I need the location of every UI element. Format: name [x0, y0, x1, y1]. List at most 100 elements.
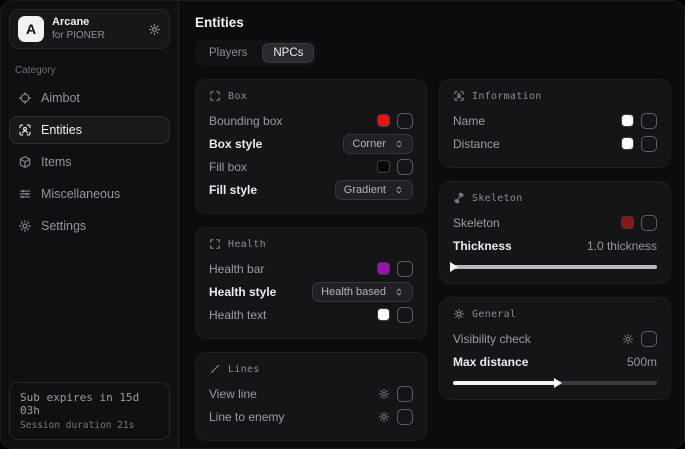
row-label: Skeleton	[453, 215, 500, 230]
fill-style-dropdown[interactable]: Gradient	[334, 179, 413, 200]
logo-letter: A	[25, 21, 37, 38]
fill-style-row: Fill style Gradient	[209, 178, 413, 201]
card-title: Box	[228, 90, 247, 102]
package-icon	[18, 155, 32, 169]
name-checkbox[interactable]	[641, 112, 657, 129]
row-label: Distance	[453, 136, 500, 151]
person-scan-icon	[453, 90, 465, 102]
row-label: Health text	[209, 307, 267, 322]
row-label: Visibility check	[453, 331, 531, 346]
bone-icon	[453, 192, 465, 204]
fill-box-checkbox[interactable]	[397, 158, 413, 175]
health-text-row: Health text	[209, 303, 413, 326]
color-swatch[interactable]	[621, 216, 634, 229]
gear-icon[interactable]	[378, 388, 390, 400]
sidebar-nav: Aimbot Entities Items Miscellaneous Sett…	[9, 84, 170, 240]
bounding-box-row: Bounding box	[209, 109, 413, 132]
health-card: Health Health bar Health style Health ba…	[195, 227, 427, 339]
slider-fill	[453, 378, 563, 388]
skeleton-card: Skeleton Skeleton Thickness 1.0 thicknes…	[439, 181, 671, 284]
bounding-box-checkbox[interactable]	[397, 112, 413, 129]
visibility-check-checkbox[interactable]	[641, 330, 657, 347]
general-card: General Visibility check Max distance 50…	[439, 297, 671, 400]
chevron-up-down-icon	[394, 139, 404, 149]
row-label: View line	[209, 386, 257, 401]
sidebar-item-entities[interactable]: Entities	[9, 116, 170, 145]
sliders-icon	[18, 187, 32, 201]
color-swatch[interactable]	[377, 262, 390, 275]
sub-expires-text: Sub expires in 15d 03h	[20, 391, 140, 417]
session-duration-text: Session duration 21s	[20, 420, 135, 431]
gear-icon[interactable]	[148, 23, 161, 36]
line-to-enemy-checkbox[interactable]	[397, 408, 413, 425]
lines-card: Lines View line Line to enemy	[195, 352, 427, 441]
fill-box-row: Fill box	[209, 155, 413, 178]
health-bar-row: Health bar	[209, 257, 413, 280]
sidebar-item-label: Aimbot	[41, 91, 80, 106]
sidebar-item-label: Miscellaneous	[41, 187, 121, 202]
max-distance-value: 500m	[626, 354, 657, 369]
row-label: Health style	[209, 284, 277, 299]
sidebar-item-aimbot[interactable]: Aimbot	[9, 84, 170, 112]
max-distance-slider[interactable]	[453, 378, 657, 388]
skeleton-row: Skeleton	[453, 211, 657, 234]
thickness-slider[interactable]	[450, 262, 657, 272]
row-label: Max distance	[453, 354, 529, 369]
gear-icon[interactable]	[378, 411, 390, 423]
health-bar-checkbox[interactable]	[397, 260, 413, 277]
slider-thumb[interactable]	[450, 262, 459, 272]
color-swatch[interactable]	[377, 160, 390, 173]
scan-brackets-icon	[209, 90, 221, 102]
view-line-row: View line	[209, 382, 413, 405]
health-style-row: Health style Health based	[209, 280, 413, 303]
entity-type-tabs: Players NPCs	[195, 40, 318, 66]
health-style-dropdown[interactable]: Health based	[312, 281, 413, 302]
distance-checkbox[interactable]	[641, 135, 657, 152]
view-line-checkbox[interactable]	[397, 385, 413, 402]
row-label: Thickness	[453, 238, 512, 253]
health-text-checkbox[interactable]	[397, 306, 413, 323]
information-card: Information Name Distance	[439, 79, 671, 168]
chevron-up-down-icon	[394, 185, 404, 195]
tab-npcs[interactable]: NPCs	[262, 43, 315, 63]
app-logo: A	[18, 16, 44, 43]
skeleton-checkbox[interactable]	[641, 214, 657, 231]
sidebar: A Arcane for PIONER Category Aimbot Enti…	[1, 1, 179, 448]
sidebar-item-miscellaneous[interactable]: Miscellaneous	[9, 180, 170, 208]
app-name: Arcane	[52, 16, 90, 28]
sidebar-item-items[interactable]: Items	[9, 148, 170, 176]
color-swatch[interactable]	[621, 137, 634, 150]
box-card: Box Bounding box Box style Corner	[195, 79, 427, 214]
card-title: General	[472, 308, 517, 320]
tab-players[interactable]: Players	[198, 43, 258, 63]
name-row: Name	[453, 109, 657, 132]
card-title: Information	[472, 90, 542, 102]
crosshair-icon	[18, 91, 32, 105]
sidebar-item-settings[interactable]: Settings	[9, 212, 170, 240]
box-style-row: Box style Corner	[209, 132, 413, 155]
color-swatch[interactable]	[621, 114, 634, 127]
sidebar-item-label: Settings	[41, 219, 87, 234]
chevron-up-down-icon	[394, 287, 404, 297]
row-label: Box style	[209, 136, 263, 151]
sidebar-item-label: Entities	[41, 123, 82, 138]
color-swatch[interactable]	[377, 114, 390, 127]
card-title: Skeleton	[472, 192, 523, 204]
thickness-row: Thickness 1.0 thickness	[453, 234, 657, 257]
gear-icon[interactable]	[622, 333, 634, 345]
person-scan-icon	[18, 123, 32, 137]
dropdown-value: Gradient	[343, 183, 386, 196]
dropdown-value: Corner	[352, 137, 386, 150]
sun-settings-icon	[453, 308, 465, 320]
app-subtitle: for PIONER	[52, 29, 105, 41]
card-title: Lines	[228, 363, 260, 375]
thickness-value: 1.0 thickness	[586, 238, 657, 253]
line-to-enemy-row: Line to enemy	[209, 405, 413, 428]
scan-brackets-icon	[209, 238, 221, 250]
visibility-check-row: Visibility check	[453, 327, 657, 350]
slider-thumb[interactable]	[554, 378, 563, 388]
box-style-dropdown[interactable]: Corner	[343, 133, 413, 154]
category-label: Category	[15, 65, 56, 77]
color-swatch[interactable]	[377, 308, 390, 321]
row-label: Fill box	[209, 159, 248, 174]
